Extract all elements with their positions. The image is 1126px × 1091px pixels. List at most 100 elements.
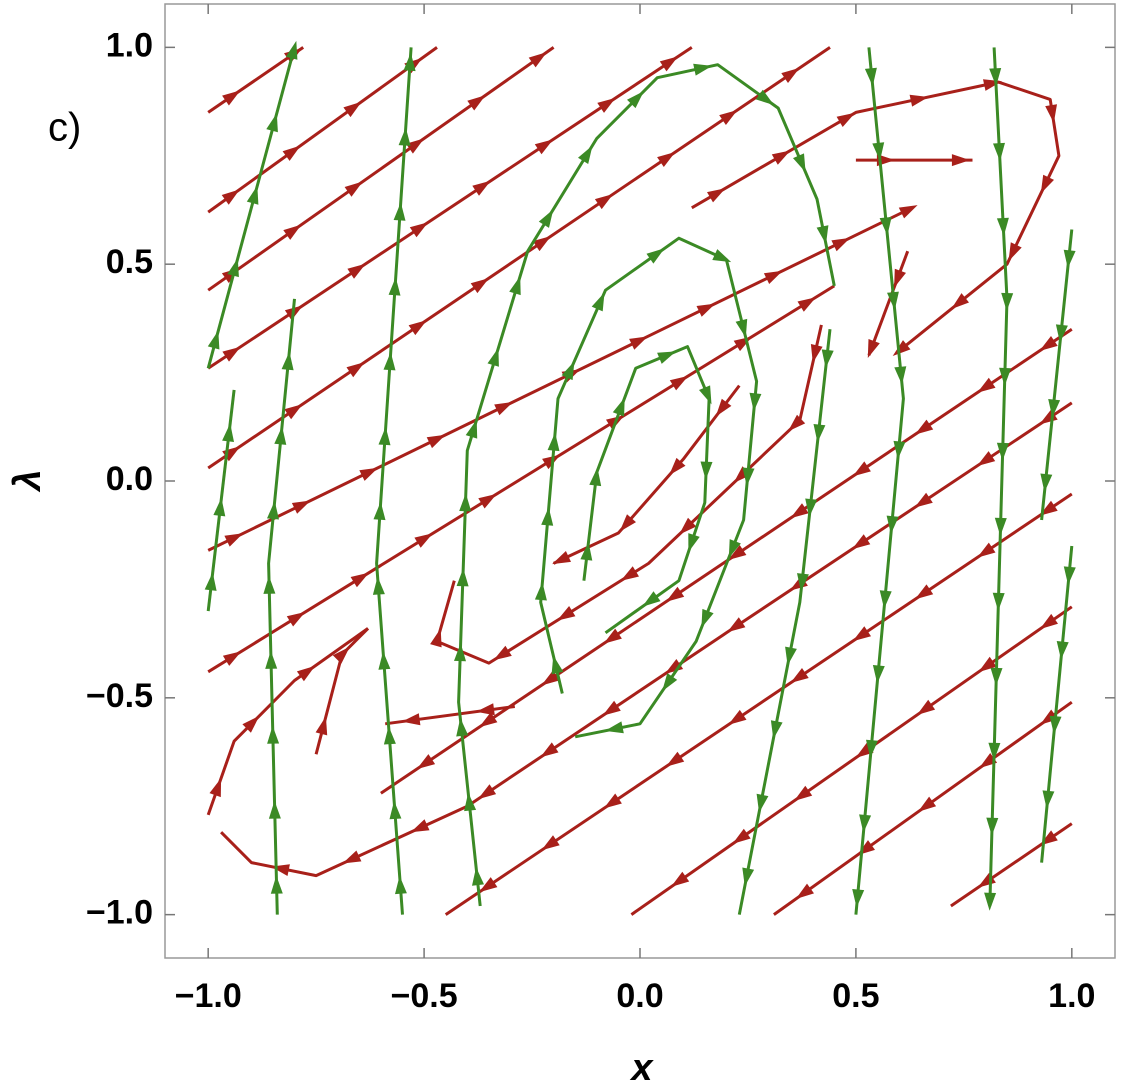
arrowhead [627,91,644,109]
arrowhead [406,138,425,154]
streamline [867,250,910,356]
arrowhead [788,414,806,432]
streamline [207,284,836,674]
arrowhead [602,700,621,716]
arrowhead [541,670,560,686]
arrowhead [207,330,220,350]
arrowhead [886,515,899,535]
streamline [630,605,1073,916]
arrowhead [414,533,433,548]
arrowhead [401,713,421,726]
arrowhead [646,248,665,264]
arrowhead [476,703,495,716]
arrowhead [426,434,446,449]
arrowhead [478,493,497,509]
arrowhead [222,346,241,362]
arrowhead [742,867,755,887]
arrowhead [892,340,911,356]
arrowhead [459,493,472,512]
arrowhead [852,461,871,477]
arrowhead [914,584,934,600]
arrowhead [700,461,713,480]
arrowhead [917,796,937,812]
streamline [206,47,296,369]
arrowhead [793,153,806,173]
arrowhead [347,263,366,279]
arrowhead [805,498,818,518]
arrowhead [1008,242,1022,262]
arrowhead [541,507,554,526]
arrowhead [984,892,997,911]
arrowhead [696,303,716,317]
arrowhead [509,276,521,296]
arrowhead [204,572,217,591]
arrowhead [1049,715,1062,735]
arrowhead [283,224,302,240]
arrowhead [732,828,751,844]
arrowhead [1040,473,1053,493]
arrowhead [688,533,700,553]
streamline [375,47,413,915]
arrowhead [1042,790,1055,809]
arrowhead [285,40,298,60]
x-tick-label: −0.5 [391,977,458,1015]
arrowhead [988,742,1001,761]
arrowhead [603,793,622,809]
streamline [1040,229,1074,521]
arrowhead [893,440,906,460]
arrowhead [372,576,385,595]
arrowhead [742,467,755,486]
arrowhead [284,404,303,420]
arrowhead [664,659,684,674]
arrowhead [222,651,242,666]
arrowhead [996,217,1009,237]
arrowhead [343,101,362,118]
arrowhead [620,566,639,581]
x-tick-label: 0.5 [832,977,879,1015]
arrowhead [797,297,816,312]
arrowhead [894,366,907,385]
arrowhead [464,792,477,812]
arrowhead [540,742,559,758]
arrowhead [763,270,783,284]
arrowhead [859,814,872,833]
arrowhead [389,800,402,820]
arrowhead [612,397,625,417]
x-tick-label: 1.0 [1048,977,1095,1015]
arrowhead [993,142,1005,162]
arrowhead [1055,324,1068,343]
streamline [539,236,759,739]
arrowhead [274,426,287,445]
arrowhead [410,819,430,833]
arrowhead [790,503,809,519]
arrowhead [831,237,851,252]
arrowhead [756,793,769,813]
arrowhead [224,533,244,547]
arrowhead [541,835,560,851]
arrowhead [213,497,226,517]
arrowhead [532,236,552,252]
arrowhead [409,222,429,238]
arrowhead [282,145,301,161]
arrowhead [266,113,278,133]
arrowhead [879,590,892,609]
arrowhead [395,875,407,895]
arrowhead [561,361,575,381]
arrowhead [872,142,885,161]
plot-frame [164,3,1116,959]
arrowhead [852,889,865,908]
arrowhead [794,785,813,801]
arrowhead [715,398,732,417]
arrowhead [994,517,1007,536]
arrowhead [383,352,396,371]
arrowhead [209,778,222,798]
arrowhead [315,716,328,736]
arrowhead [728,545,747,560]
y-tick-label: 0.5 [106,243,153,281]
streamline [582,345,711,635]
arrowhead [383,726,396,745]
arrowhead [701,608,714,628]
arrowhead [712,249,732,263]
arrowhead [1001,292,1014,311]
